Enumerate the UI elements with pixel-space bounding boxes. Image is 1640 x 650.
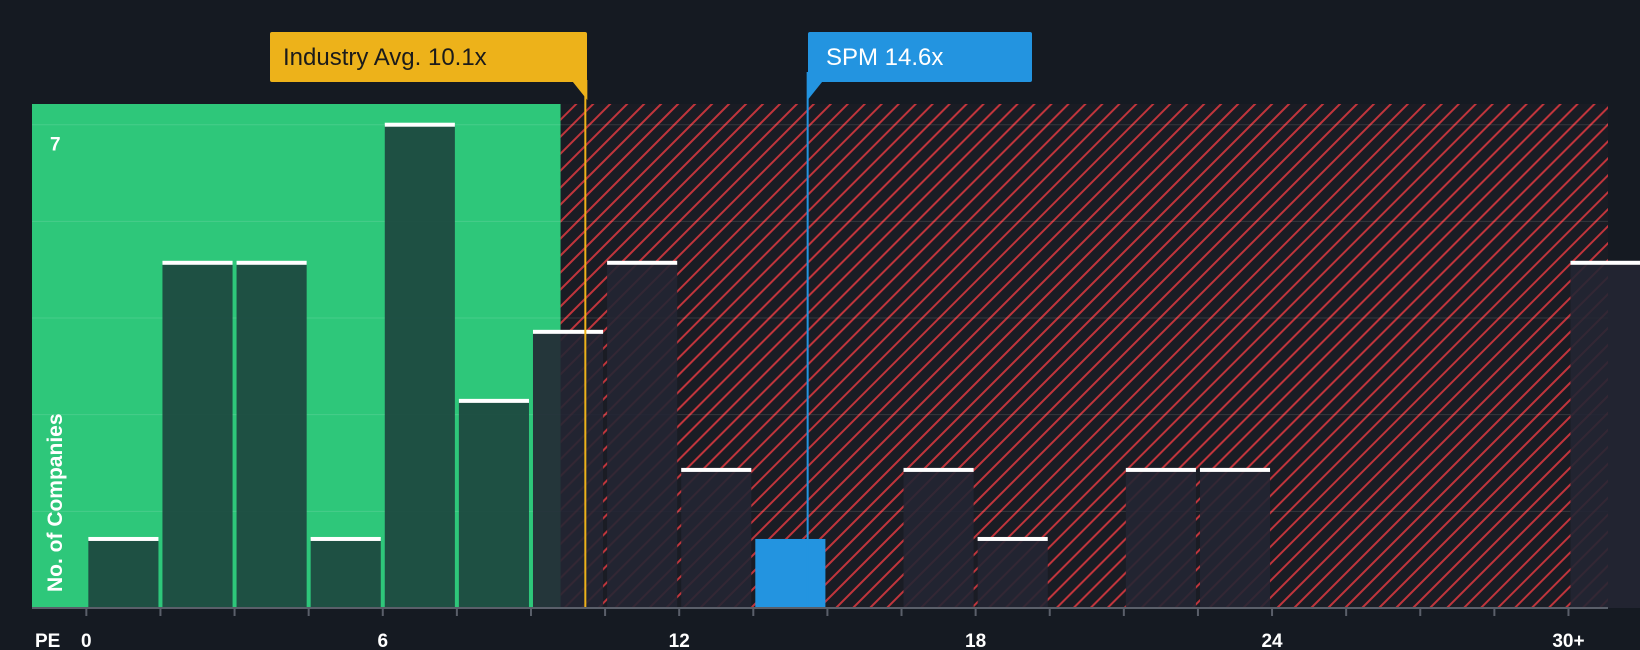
- bar-top-cap: [88, 536, 159, 541]
- x-tick-label: 6: [377, 631, 388, 650]
- histogram-bar: [1125, 469, 1196, 608]
- histogram-bar: [1199, 469, 1271, 608]
- industry-avg-label: Industry Avg. 10.1x: [283, 44, 487, 71]
- bar-top-cap: [1570, 260, 1640, 265]
- bar-top-cap: [903, 467, 974, 472]
- bar-top-cap: [236, 260, 307, 265]
- company-pe-label: SPM 14.6x: [826, 44, 943, 71]
- industry-avg-label-box: [270, 32, 587, 82]
- histogram-bar: [1570, 262, 1640, 608]
- x-axis-label: PE: [35, 631, 60, 650]
- histogram-bar: [162, 262, 233, 608]
- company-pe-pointer: [807, 80, 824, 100]
- bar-top-cap: [977, 536, 1048, 541]
- histogram-bar: [903, 469, 974, 608]
- histogram-bar: [532, 331, 604, 608]
- bar-top-cap: [1125, 467, 1196, 472]
- histogram-bar: [88, 538, 159, 608]
- x-tick-label: 24: [1261, 631, 1283, 650]
- histogram-bar: [681, 469, 752, 608]
- histogram-bar: [755, 538, 826, 608]
- bar-top-cap: [310, 536, 381, 541]
- histogram-bar: [607, 262, 678, 608]
- x-tick-label: 0: [81, 631, 92, 650]
- company-pe-label-box: [808, 32, 1032, 82]
- x-tick-label: 18: [965, 631, 986, 650]
- y-tick-label: 7: [50, 135, 61, 156]
- industry-avg-pointer: [571, 80, 588, 100]
- y-axis-label: No. of Companies: [44, 413, 67, 592]
- bar-top-cap: [532, 329, 604, 334]
- histogram-bar: [977, 538, 1048, 608]
- bar-top-cap: [384, 122, 455, 127]
- bar-top-cap: [681, 467, 752, 472]
- histogram-bar: [236, 262, 307, 608]
- bar-top-cap: [1199, 467, 1271, 472]
- bar-top-cap: [458, 398, 529, 403]
- x-tick-label: 30+: [1552, 631, 1584, 650]
- histogram-bar: [310, 538, 381, 608]
- histogram-bar: [458, 400, 529, 608]
- bar-top-cap: [607, 260, 678, 265]
- x-tick-label: 12: [669, 631, 690, 650]
- histogram-bar: [384, 124, 455, 608]
- bar-top-cap: [162, 260, 233, 265]
